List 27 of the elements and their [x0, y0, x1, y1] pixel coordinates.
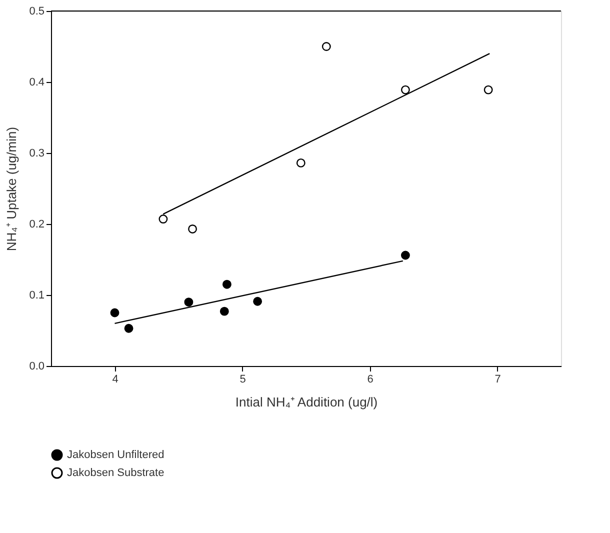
y-tick-label: 0.2 — [29, 218, 44, 230]
legend-label: Jakobsen Substrate — [67, 467, 164, 479]
y-tick-label: 0.0 — [29, 360, 44, 372]
point — [484, 85, 493, 94]
y-tick-label: 0.1 — [29, 290, 44, 302]
point — [124, 324, 134, 333]
x-tick-label: 5 — [240, 374, 246, 386]
legend-label: Jakobsen Unfiltered — [67, 449, 164, 461]
point — [400, 250, 410, 260]
point — [110, 308, 120, 318]
point — [184, 298, 194, 307]
point — [158, 214, 168, 224]
point — [322, 42, 331, 51]
x-tick-label: 4 — [112, 374, 118, 386]
point — [296, 158, 306, 168]
y-axis-title: NH₄⁺ Uptake (ug/min) — [4, 126, 20, 252]
y-tick-label: 0.5 — [29, 6, 44, 18]
x-tick-label: 6 — [367, 374, 374, 386]
point — [220, 306, 229, 316]
x-tick-label: 7 — [494, 374, 501, 386]
point — [400, 85, 410, 94]
x-axis-title: Intial NH₄⁺ Addition (ug/l) — [235, 394, 378, 410]
point — [188, 224, 197, 234]
y-tick-label: 0.4 — [29, 76, 44, 88]
point — [253, 296, 262, 306]
point — [222, 280, 232, 289]
y-tick-label: 0.3 — [29, 148, 44, 160]
